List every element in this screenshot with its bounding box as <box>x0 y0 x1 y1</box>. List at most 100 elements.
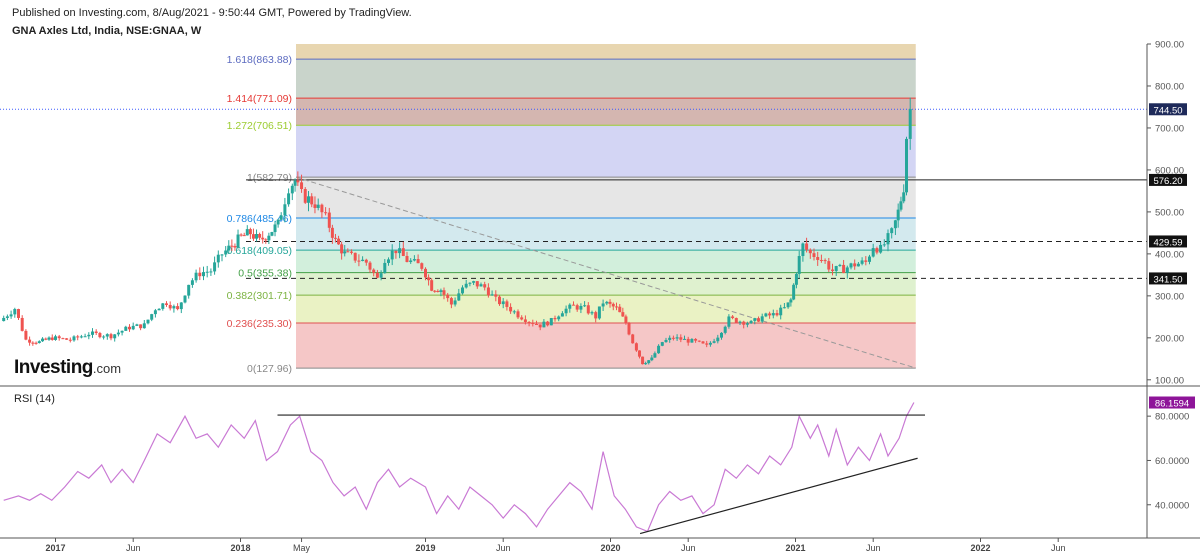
x-tick-label: 2021 <box>785 543 805 553</box>
candle-body <box>697 340 701 342</box>
candle-body <box>583 305 587 307</box>
candle-body <box>379 273 383 278</box>
candle-body <box>760 316 764 322</box>
axes: 900.00 800.00 700.00 600.00 500.00 400.00 300.… <box>0 40 1200 553</box>
logo-suffix: .com <box>92 361 122 376</box>
candle-body <box>449 298 453 305</box>
candle-body <box>801 243 805 257</box>
rsi-tick-label: 80.0000 <box>1155 412 1189 423</box>
candle-body <box>611 303 615 307</box>
candle-body <box>205 271 209 273</box>
x-tick-label: Jun <box>496 543 511 553</box>
candle-body <box>236 234 240 248</box>
candle-body <box>512 311 516 313</box>
price-tag-label: 341.50 <box>1153 274 1182 285</box>
candle-body <box>9 314 13 317</box>
x-tick-label: Jun <box>126 543 141 553</box>
candle-body <box>668 337 672 340</box>
candle-body <box>2 317 6 322</box>
candle-body <box>172 306 176 309</box>
candle-body <box>509 306 513 312</box>
candlesticks <box>2 97 912 365</box>
candle-body <box>245 229 249 236</box>
candle-body <box>893 220 897 229</box>
y-tick-label: 500.00 <box>1155 207 1184 218</box>
candle-body <box>442 290 446 295</box>
candle-body <box>464 283 468 288</box>
fib-level-label: 0.382(301.71) <box>227 290 292 302</box>
candle-body <box>675 337 679 339</box>
candle-body <box>194 272 198 281</box>
fib-band <box>296 272 916 296</box>
candle-body <box>631 334 635 344</box>
candle-body <box>320 204 324 213</box>
candle-body <box>139 324 143 329</box>
candle-body <box>157 308 161 311</box>
candle-body <box>779 307 783 316</box>
candle-body <box>679 337 683 340</box>
candle-body <box>364 259 368 263</box>
candle-body <box>886 233 890 245</box>
candle-body <box>505 301 509 307</box>
candle-body <box>116 332 120 335</box>
y-tick-label: 900.00 <box>1155 40 1184 51</box>
candle-body <box>805 243 809 250</box>
candle-body <box>227 245 231 251</box>
candle-body <box>794 273 798 285</box>
candle-body <box>128 326 131 330</box>
candle-body <box>792 284 796 300</box>
x-tick-label: Jun <box>1051 543 1066 553</box>
candle-body <box>346 251 350 253</box>
candle-body <box>316 204 320 208</box>
candle-body <box>501 301 505 305</box>
price-tag <box>1149 272 1187 285</box>
fib-band <box>296 44 916 60</box>
candle-body <box>538 324 542 328</box>
candle-body <box>560 313 564 317</box>
candle-body <box>701 341 705 344</box>
candle-body <box>657 345 661 354</box>
candle-body <box>20 317 24 331</box>
candle-body <box>490 294 494 296</box>
candle-body <box>224 250 228 255</box>
candle-body <box>327 212 331 228</box>
candle-body <box>483 284 487 288</box>
x-tick-label: 2019 <box>415 543 435 553</box>
candle-body <box>549 318 553 326</box>
rsi-line <box>3 402 915 533</box>
candle-body <box>258 234 262 238</box>
candle-body <box>771 313 775 316</box>
candle-body <box>845 267 849 274</box>
fib-level-label: 0.236(235.30) <box>227 318 292 330</box>
candle-body <box>113 334 117 339</box>
candle-body <box>849 263 853 268</box>
candle-body <box>823 260 827 262</box>
candle-body <box>789 299 793 303</box>
fib-band <box>296 323 916 369</box>
candle-body <box>420 263 424 269</box>
candle-body <box>202 272 205 277</box>
logo-main: Investing <box>14 357 93 378</box>
rsi-pane: 80.0000 60.0000 40.0000 86.1594 <box>3 396 1195 535</box>
candle-body <box>213 262 217 272</box>
candle-body <box>812 253 816 258</box>
candle-body <box>57 336 61 339</box>
rsi-tick-label: 40.0000 <box>1155 500 1189 511</box>
candle-body <box>233 246 237 248</box>
x-tick-label: 2017 <box>45 543 65 553</box>
candle-body <box>637 350 641 357</box>
candle-body <box>273 224 277 233</box>
candle-body <box>398 248 402 254</box>
candle-body <box>461 287 464 294</box>
candle-body <box>120 330 124 333</box>
candle-body <box>390 250 394 260</box>
investing-logo: Investing.com <box>14 357 121 379</box>
candle-body <box>340 244 344 254</box>
candle-body <box>808 249 812 254</box>
candle-body <box>723 326 727 333</box>
x-tick-label: Jun <box>681 543 696 553</box>
candle-body <box>290 185 294 194</box>
candle-body <box>54 336 57 340</box>
candle-body <box>102 336 106 338</box>
